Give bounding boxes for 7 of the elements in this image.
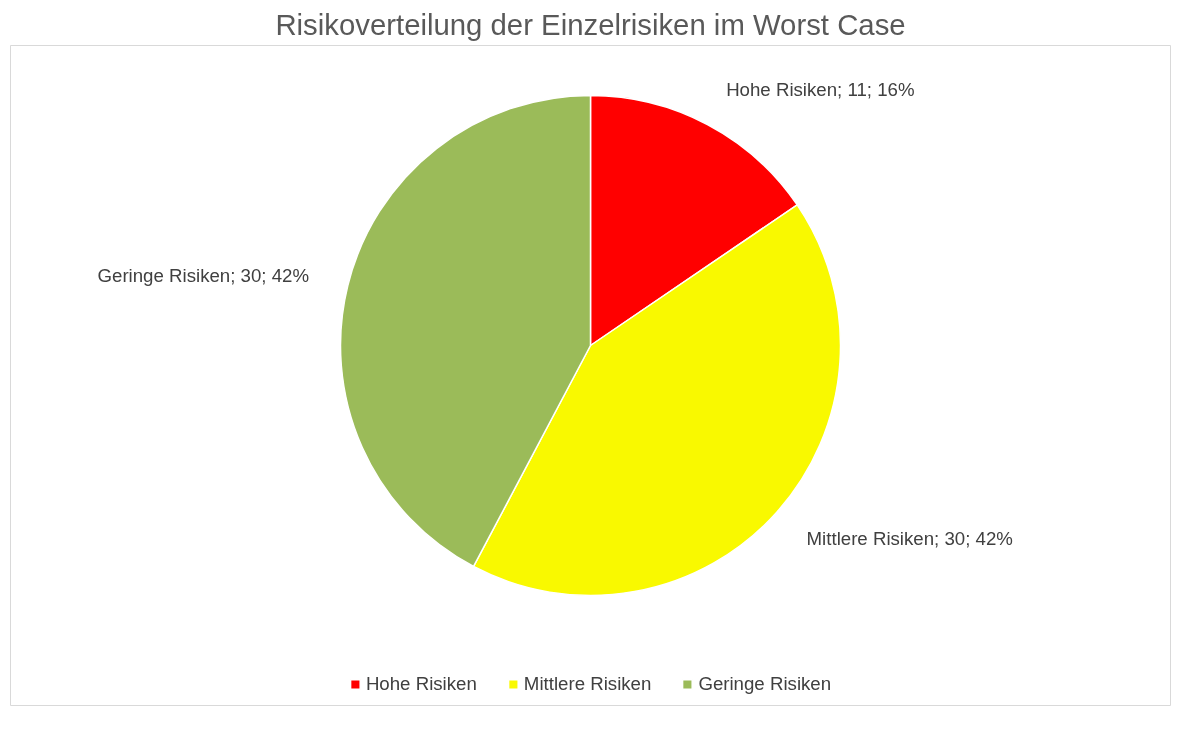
legend-label: Mittlere Risiken <box>523 673 652 695</box>
data-label: Geringe Risiken; 30; 42% <box>97 265 310 287</box>
chart-title: Risikoverteilung der Einzelrisiken im Worst Case <box>275 7 906 41</box>
legend-label: Geringe Risiken <box>698 673 832 695</box>
data-label: Mittlere Risiken; 30; 42% <box>806 528 1013 550</box>
data-label: Hohe Risiken; 11; 16% <box>726 78 915 100</box>
legend-label: Hohe Risiken <box>365 673 477 695</box>
